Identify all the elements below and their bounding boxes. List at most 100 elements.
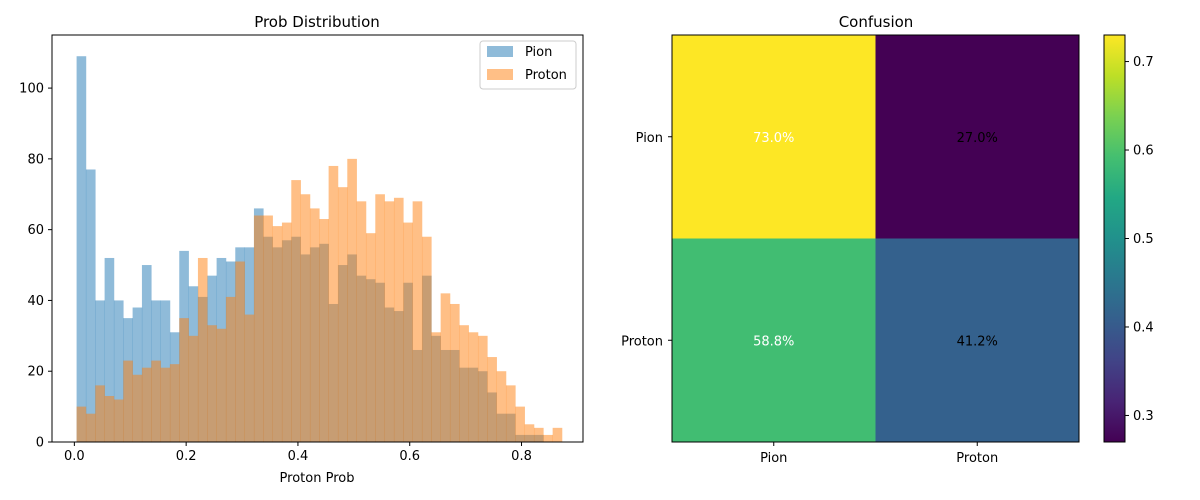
cm-plot-frame xyxy=(671,34,1080,443)
hist-bar-proton xyxy=(169,364,180,442)
cm-y-tick-label: Proton xyxy=(621,334,663,349)
colorbar-tick-label: 0.6 xyxy=(1133,144,1154,159)
hist-bar-proton xyxy=(300,194,311,442)
hist-bar-proton xyxy=(216,328,227,442)
cm-cell xyxy=(875,35,1079,239)
cm-cell xyxy=(672,238,876,442)
hist-bar-proton xyxy=(524,424,535,442)
hist-bar-proton xyxy=(440,293,451,442)
cm-cell-label: 58.8% xyxy=(753,334,794,349)
hist-x-tick-label: 0.0 xyxy=(64,449,85,464)
cm-cell xyxy=(875,238,1079,442)
hist-bar-proton xyxy=(85,413,96,442)
hist-bar-proton xyxy=(505,385,516,442)
hist-bar-proton xyxy=(431,332,441,442)
hist-bar-pion xyxy=(132,307,143,442)
hist-bar-proton xyxy=(272,226,283,442)
hist-bar-proton xyxy=(496,371,507,442)
hist-bar-proton xyxy=(188,335,199,442)
hist-bar-proton xyxy=(543,434,553,442)
hist-bar-proton xyxy=(253,215,264,442)
hist-bar-proton xyxy=(468,332,479,442)
cm-x-tick-label: Pion xyxy=(760,451,787,466)
hist-bar-proton xyxy=(123,360,133,442)
hist-bar-proton xyxy=(113,399,124,442)
hist-bar-proton xyxy=(356,201,367,442)
hist-y-axis: 0 20 40 60 80 100 xyxy=(19,82,52,451)
hist-bar-proton xyxy=(309,208,320,442)
hist-bar-proton xyxy=(552,427,563,442)
colorbar: 0.3 0.4 0.5 0.6 0.7 xyxy=(1103,34,1154,443)
hist-bar-proton xyxy=(263,215,273,442)
hist-bar-proton xyxy=(132,374,143,442)
hist-bar-pion xyxy=(104,257,115,442)
hist-x-tick-label: 0.6 xyxy=(399,449,420,464)
cm-title: Confusion xyxy=(839,13,914,31)
histogram-chart: Prob Distribution 0.0 0.2 0.4 0.6 0.8 0 20 40 6… xyxy=(19,13,584,486)
hist-bar-proton xyxy=(375,194,385,442)
hist-x-axis: 0.0 0.2 0.4 0.6 0.8 xyxy=(64,442,532,464)
colorbar-gradient xyxy=(1103,34,1126,443)
hist-x-tick-label: 0.8 xyxy=(511,449,532,464)
hist-bar-proton xyxy=(384,201,395,442)
hist-bar-pion xyxy=(95,300,105,442)
hist-y-tick-label: 0 xyxy=(36,436,44,451)
hist-bar-proton xyxy=(281,222,292,442)
legend-swatch-pion xyxy=(487,46,513,57)
colorbar-tick-label: 0.4 xyxy=(1133,320,1154,335)
hist-x-tick-label: 0.2 xyxy=(176,449,197,464)
hist-bar-proton xyxy=(487,357,497,442)
hist-bar-proton xyxy=(104,395,115,442)
hist-bar-proton xyxy=(533,427,544,442)
hist-bar-proton xyxy=(515,406,525,442)
colorbar-tick-label: 0.5 xyxy=(1133,232,1154,247)
hist-bar-proton xyxy=(197,257,208,442)
hist-y-tick-label: 80 xyxy=(27,152,44,167)
hist-bar-pion xyxy=(85,169,96,443)
hist-bar-proton xyxy=(393,197,404,442)
hist-bar-proton xyxy=(319,219,329,442)
hist-bar-proton xyxy=(235,261,245,442)
hist-bar-proton xyxy=(95,385,105,442)
hist-y-tick-label: 60 xyxy=(27,223,44,238)
hist-bar-proton xyxy=(151,360,161,442)
hist-bar-pion xyxy=(113,300,124,442)
hist-bar-proton xyxy=(160,367,171,442)
cm-y-tick-label: Pion xyxy=(636,131,663,146)
hist-bar-proton xyxy=(244,314,255,442)
hist-bar-proton xyxy=(477,335,488,442)
hist-y-tick-label: 100 xyxy=(19,82,44,97)
hist-bar-proton xyxy=(347,158,357,442)
hist-series-proton xyxy=(76,158,563,442)
hist-y-tick-label: 40 xyxy=(27,294,44,309)
hist-bar-proton xyxy=(449,303,460,442)
cm-x-tick-label: Proton xyxy=(956,451,998,466)
hist-bar-proton xyxy=(337,187,348,442)
hist-x-axis-label: Proton Prob xyxy=(280,471,355,486)
hist-bar-proton xyxy=(421,236,432,442)
hist-x-tick-label: 0.4 xyxy=(288,449,309,464)
hist-bar-proton xyxy=(365,233,376,442)
cm-cell-label: 73.0% xyxy=(753,131,794,146)
cm-cell-label: 41.2% xyxy=(957,334,998,349)
hist-plot-frame xyxy=(51,34,584,443)
hist-bar-pion xyxy=(76,56,87,442)
hist-title: Prob Distribution xyxy=(254,13,380,31)
hist-y-tick-label: 20 xyxy=(27,365,44,380)
hist-bar-proton xyxy=(412,201,423,442)
hist-bar-pion xyxy=(141,265,152,442)
hist-bar-proton xyxy=(459,325,469,442)
cm-cell xyxy=(672,35,876,239)
hist-bar-proton xyxy=(225,296,236,442)
colorbar-ticks: 0.3 0.4 0.5 0.6 0.7 xyxy=(1125,55,1154,424)
hist-bar-proton xyxy=(328,165,339,442)
colorbar-tick-label: 0.3 xyxy=(1133,409,1154,424)
legend-label-proton: Proton xyxy=(525,68,567,83)
legend-label-pion: Pion xyxy=(525,45,552,60)
hist-bar-proton xyxy=(141,367,152,442)
cm-cells: 73.0% 27.0% 58.8% 41.2% xyxy=(672,35,1079,442)
hist-bar-proton xyxy=(403,222,413,442)
colorbar-tick-label: 0.7 xyxy=(1133,55,1154,70)
cm-cell-label: 27.0% xyxy=(957,131,998,146)
